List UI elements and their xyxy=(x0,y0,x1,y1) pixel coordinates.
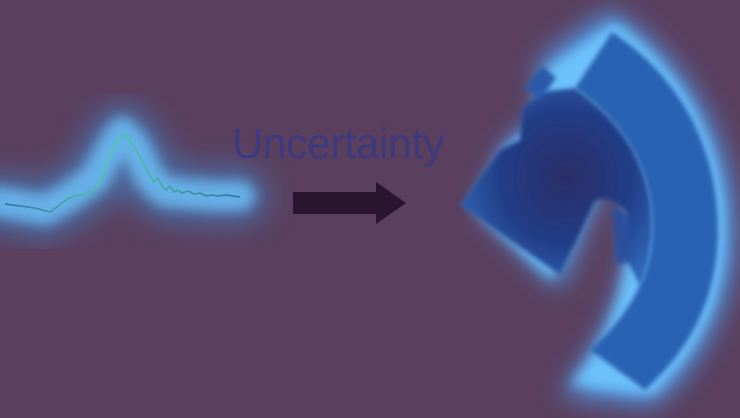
arrow-head xyxy=(376,182,406,224)
curved-shape-fin xyxy=(612,206,632,264)
curved-shape-group xyxy=(460,10,735,405)
curved-shape-wedge xyxy=(460,88,652,286)
arrow-shaft xyxy=(293,192,379,214)
right-arrow xyxy=(293,182,406,224)
waveform-group xyxy=(0,103,269,239)
curved-shape-arc-band xyxy=(575,32,718,390)
waveform-line xyxy=(4,134,241,213)
curved-shape-notch xyxy=(525,66,556,100)
uncertainty-caption: Uncertainty xyxy=(232,120,444,168)
